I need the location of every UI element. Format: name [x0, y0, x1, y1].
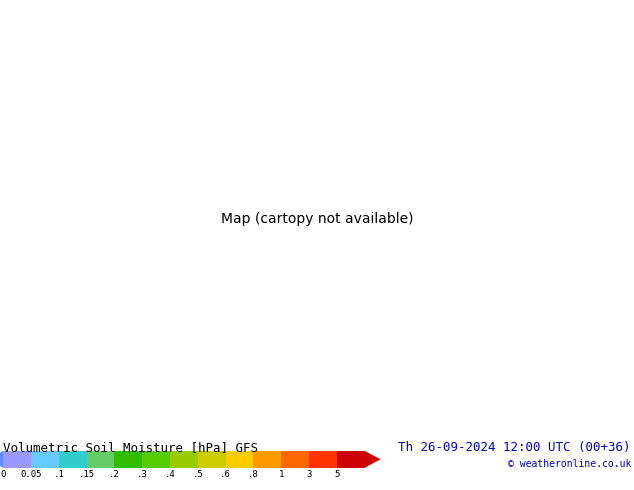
Text: © weatheronline.co.uk: © weatheronline.co.uk [508, 459, 631, 468]
Text: .5: .5 [192, 470, 203, 479]
Bar [59, 451, 87, 468]
Bar [281, 451, 309, 468]
Text: 0: 0 [1, 470, 6, 479]
Bar [87, 451, 114, 468]
Text: Th 26-09-2024 12:00 UTC (00+36): Th 26-09-2024 12:00 UTC (00+36) [399, 441, 631, 454]
Bar [226, 451, 254, 468]
Bar [170, 451, 198, 468]
FancyArrow shape [365, 451, 380, 468]
Text: Map (cartopy not available): Map (cartopy not available) [221, 212, 413, 225]
Bar [31, 451, 59, 468]
FancyArrow shape [0, 451, 3, 468]
Bar [114, 451, 142, 468]
Text: .4: .4 [165, 470, 176, 479]
Text: 3: 3 [306, 470, 312, 479]
Text: .3: .3 [137, 470, 148, 479]
Bar [254, 451, 281, 468]
Bar [198, 451, 226, 468]
Text: Volumetric Soil Moisture [hPa] GFS: Volumetric Soil Moisture [hPa] GFS [3, 441, 258, 454]
Text: .8: .8 [248, 470, 259, 479]
Bar [3, 451, 31, 468]
Bar [142, 451, 170, 468]
Text: 0.05: 0.05 [20, 470, 42, 479]
Text: 1: 1 [278, 470, 284, 479]
Text: 5: 5 [334, 470, 339, 479]
Text: .6: .6 [220, 470, 231, 479]
Text: .15: .15 [79, 470, 94, 479]
Bar [309, 451, 337, 468]
Text: .2: .2 [109, 470, 120, 479]
Text: .1: .1 [53, 470, 64, 479]
Bar [337, 451, 365, 468]
